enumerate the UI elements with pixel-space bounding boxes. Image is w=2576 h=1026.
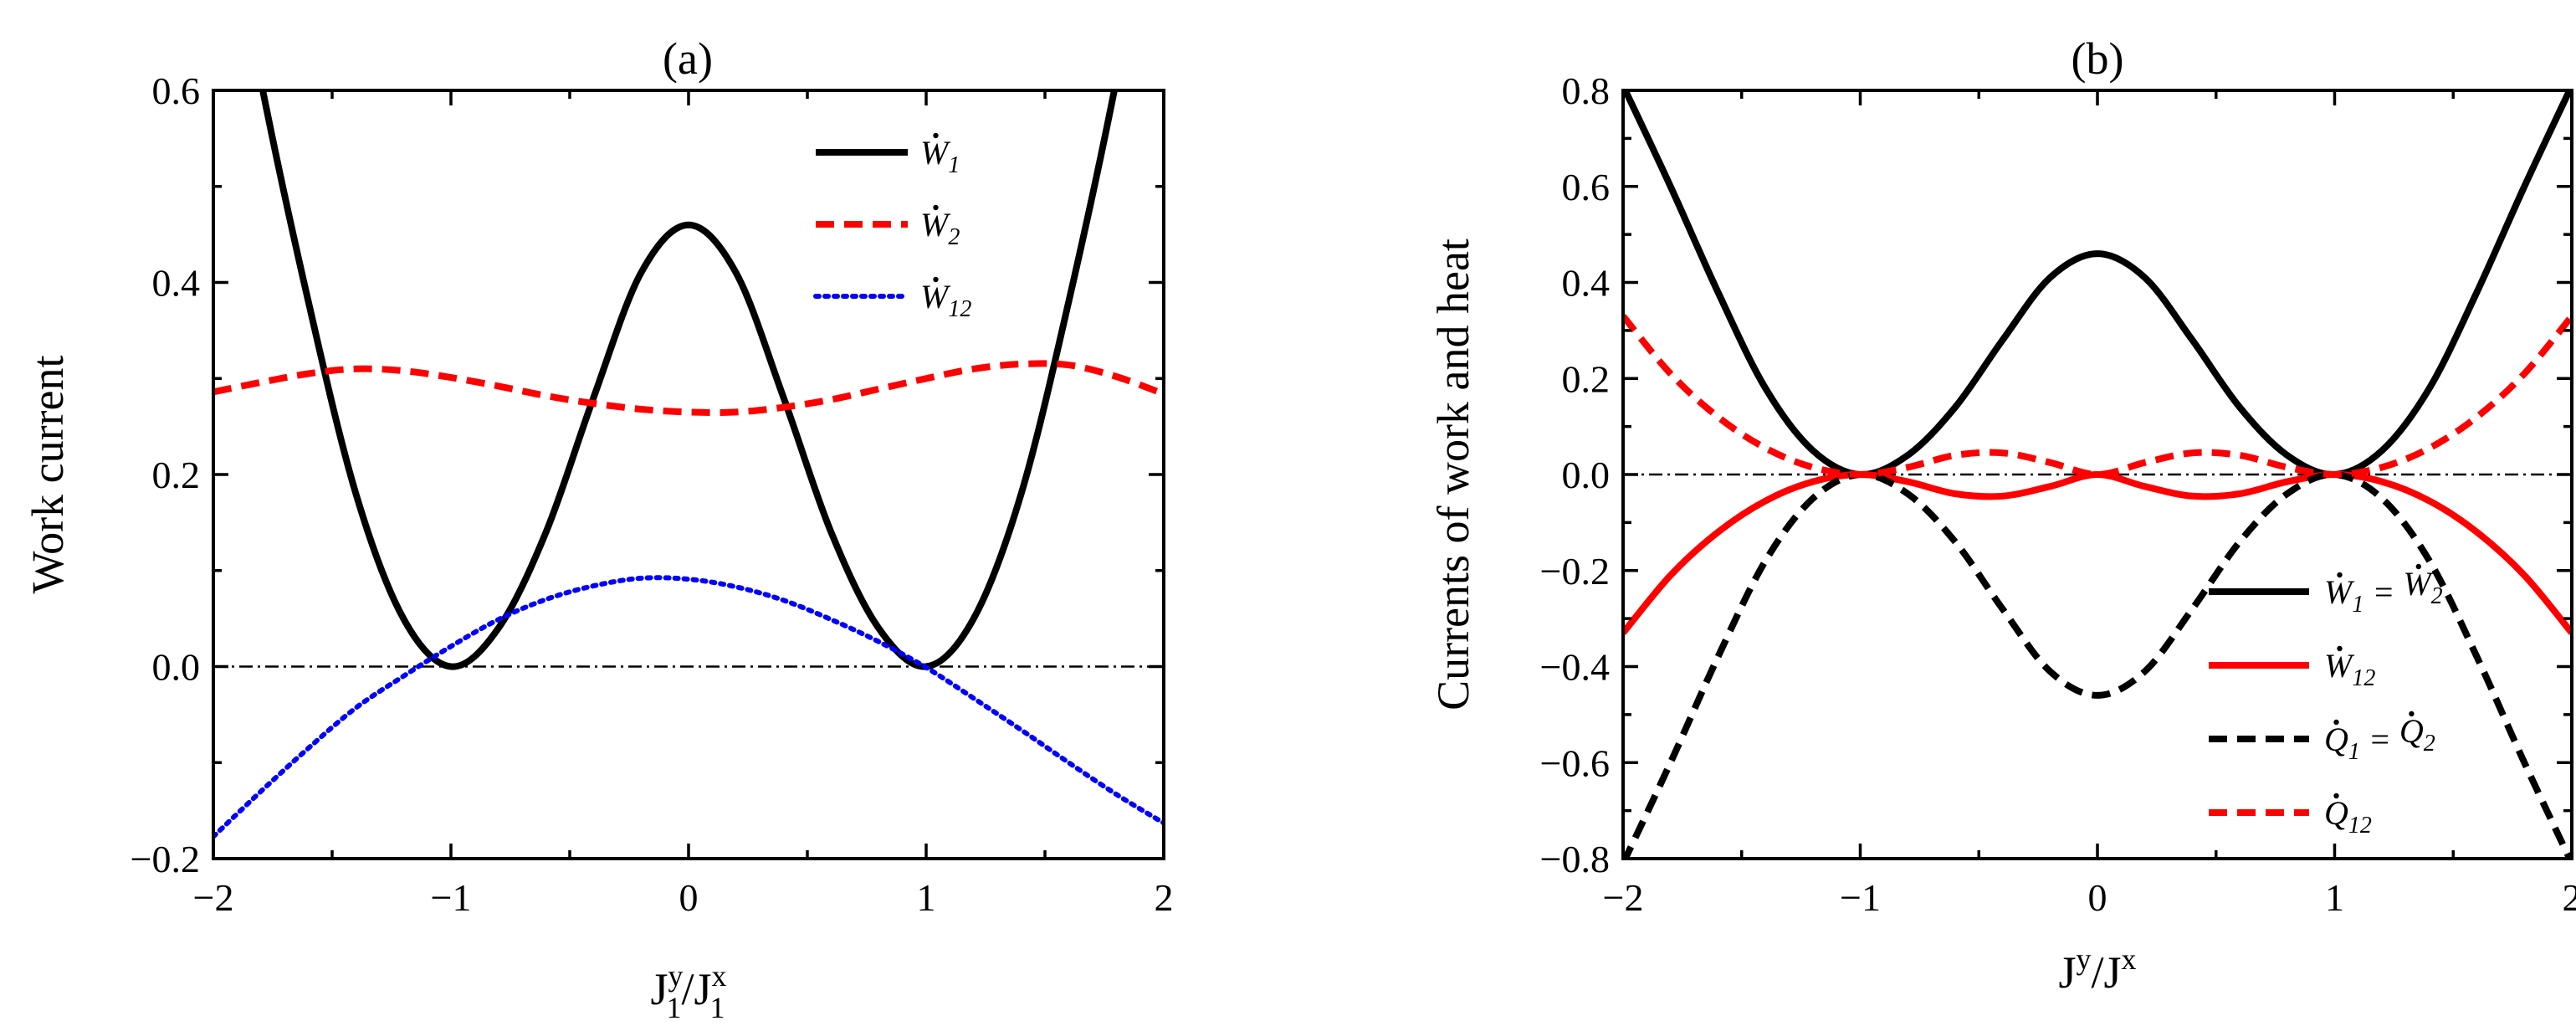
legend-base: Q: [2324, 721, 2348, 758]
panel-a-chart: (a) −2 −1 0 1 2 −0.20.00.20.40.6 Work curren…: [23, 33, 1174, 1024]
legend-base: =: [2363, 573, 2403, 611]
panel-a-x-axis-title: Jy 1/Jx 1: [650, 959, 726, 1024]
derivative-dot: [2409, 711, 2415, 717]
panel-a-y-axis-title: Work current: [23, 355, 73, 593]
y-tick-label: 0.6: [1562, 166, 1611, 208]
legend-subscript: 2: [2431, 583, 2443, 609]
y-tick-label: 0.0: [152, 646, 201, 689]
y-tick-label: 0.8: [1562, 69, 1611, 112]
panel-b-x-title-sep: /: [2091, 947, 2103, 998]
y-tick-label: 0.0: [1562, 454, 1611, 496]
legend-label: Q1 = Q2: [2324, 712, 2435, 765]
panel-b-ticks: [1621, 89, 2573, 860]
x-tick-label: 1: [2325, 876, 2344, 919]
panel-b-x-tick-labels: −2 −1 0 1 2: [1603, 876, 2576, 919]
x-tick-label: 2: [2563, 876, 2576, 919]
y-tick-label: −0.6: [1540, 741, 1610, 784]
x-tick-label: −2: [1603, 876, 1644, 919]
legend-base: W: [2403, 565, 2434, 603]
panel-b-title: (b): [2072, 33, 2124, 84]
y-tick-label: 0.2: [1562, 357, 1611, 400]
series-line-a-2: [213, 575, 1164, 839]
y-tick-label: 0.4: [152, 262, 201, 305]
x-tick-label: 1: [917, 876, 936, 919]
legend-base: =: [2360, 721, 2399, 758]
x-tick-label: −1: [1840, 876, 1881, 919]
panel-b-x-title-sup: y: [2076, 942, 2091, 976]
panel-b-series-group: [1623, 90, 2572, 859]
derivative-dot: [2337, 645, 2343, 652]
legend-base: W: [920, 134, 951, 172]
panel-b-x-axis-title: Jy/Jx: [2058, 942, 2136, 998]
panel-b-y-axis-title: Currents of work and heat: [1428, 239, 1478, 711]
derivative-dot: [933, 132, 939, 139]
derivative-dot: [933, 204, 939, 211]
derivative-dot: [2333, 719, 2339, 726]
legend-subscript: 1: [948, 152, 960, 178]
panel-b-x-title-base: J: [2058, 947, 2076, 998]
panel-a-series-group: [213, 90, 1164, 839]
panel-a-plot-frame: [212, 89, 1165, 860]
y-tick-label: 0.6: [152, 69, 201, 112]
x-tick-label: −1: [431, 876, 472, 919]
legend-base: W: [920, 206, 951, 244]
panel-a-x-title-sup2: x: [712, 959, 727, 993]
series-line-b-1: [1623, 470, 2572, 635]
series-line-b-3: [1623, 314, 2572, 479]
derivative-dot: [2337, 572, 2343, 578]
panel-a-x-title-sub2: 1: [710, 991, 725, 1024]
panel-a-ticks: [212, 89, 1165, 860]
legend-subscript: 2: [2424, 731, 2435, 757]
legend-subscript: 12: [948, 296, 971, 322]
legend-subscript: 1: [2352, 592, 2363, 618]
y-tick-label: −0.8: [1540, 838, 1610, 880]
legend-subscript: 12: [2352, 665, 2375, 691]
panel-a-x-title-sub: 1: [666, 991, 681, 1024]
panel-b-x-title-sup2: x: [2122, 942, 2137, 976]
series-line-a-0: [259, 90, 1118, 670]
legend-subscript: 1: [2348, 739, 2360, 765]
panel-a-title: (a): [663, 33, 713, 84]
y-tick-label: 0.4: [1562, 262, 1611, 305]
panel-b-y-tick-labels: −0.8 −0.6 −0.4 −0.2 0.0 0.2 0.4 0.6 0.8: [1540, 69, 1610, 880]
legend-label: W1 = W2: [2324, 565, 2443, 618]
legend-label: W12: [920, 278, 971, 322]
series-line-a-1: [213, 360, 1164, 416]
legend-base: W: [2324, 573, 2355, 611]
derivative-dot: [2415, 563, 2422, 570]
derivative-dot: [2333, 793, 2339, 799]
legend-label: Q12: [2324, 794, 2372, 839]
panel-b-x-title-base2: J: [2104, 947, 2122, 998]
series-line-b-2: [1623, 470, 2572, 859]
legend-base: Q: [2324, 794, 2348, 832]
y-tick-label: 0.2: [152, 454, 201, 496]
x-tick-label: 2: [1155, 876, 1174, 919]
y-tick-label: −0.4: [1540, 646, 1610, 689]
series-line-b-0: [1623, 90, 2572, 479]
legend-base: W: [2324, 647, 2355, 685]
panel-a-x-title-base: J: [650, 964, 668, 1014]
x-tick-label: −2: [193, 876, 234, 919]
legend-base: W: [920, 278, 951, 315]
legend-base: Q: [2399, 712, 2424, 750]
panel-a-x-title-sup: y: [668, 959, 683, 993]
x-tick-label: 0: [679, 876, 699, 919]
y-tick-label: −0.2: [131, 838, 200, 880]
panel-a-x-title-base2: J: [694, 964, 712, 1014]
legend-label: W12: [2324, 647, 2375, 691]
panel-a-x-title-sep: /: [681, 964, 694, 1014]
panel-b-chart: (b) −2 −1 0 1 2 −0.8−0.6−0.4−0.20.00.20.40.6…: [1428, 33, 2576, 998]
panel-a-x-tick-labels: −2 −1 0 1 2: [193, 876, 1174, 919]
legend-subscript: 12: [2348, 813, 2372, 839]
legend-label: W2: [920, 206, 960, 250]
x-tick-label: 0: [2088, 876, 2107, 919]
y-tick-label: −0.2: [1540, 550, 1610, 593]
legend-label: W1: [920, 134, 960, 178]
legend-subscript: 2: [948, 224, 960, 250]
derivative-dot: [933, 276, 939, 283]
panel-a-y-tick-labels: −0.2 0.0 0.2 0.4 0.6: [131, 69, 200, 880]
